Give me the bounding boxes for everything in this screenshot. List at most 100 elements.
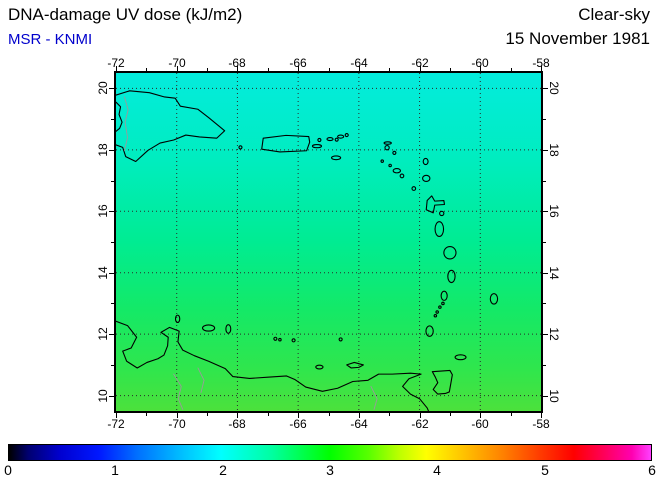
island-antigua — [423, 175, 430, 181]
axis-tick — [328, 413, 330, 416]
island-grenadines — [434, 315, 436, 317]
axis-tick — [146, 413, 148, 416]
island-tortola — [338, 135, 344, 138]
lat-label-right: 16 — [547, 204, 561, 218]
axis-tick — [543, 149, 548, 151]
axis-tick — [543, 119, 546, 121]
axis-tick — [419, 66, 421, 71]
lon-label-bottom: -72 — [107, 417, 125, 431]
lat-label-left: 12 — [96, 327, 110, 341]
axis-tick — [480, 66, 482, 71]
island-guadeloupe — [426, 196, 444, 213]
axis-tick — [237, 66, 239, 71]
island-grenadines — [439, 306, 441, 308]
lat-label-left: 20 — [96, 81, 110, 95]
island-virgin-gorda — [345, 134, 348, 137]
colorbar-tick-label: 4 — [433, 462, 441, 478]
axis-tick — [176, 413, 178, 418]
lon-label-top: -62 — [411, 56, 429, 70]
axis-tick — [389, 68, 391, 71]
axis-tick — [543, 334, 548, 336]
lon-label-top: -58 — [532, 56, 550, 70]
axis-tick — [109, 88, 114, 90]
axis-tick — [109, 334, 114, 336]
lat-label-right: 12 — [547, 327, 561, 341]
border-venezuela-interior — [371, 386, 377, 409]
island-bonaire — [226, 325, 231, 334]
grid-lines — [116, 73, 541, 411]
island-st-kitts — [393, 169, 400, 173]
axis-tick — [543, 272, 548, 274]
island-martinique — [444, 247, 456, 259]
axis-tick — [510, 68, 512, 71]
island-st-eustatius — [389, 164, 391, 166]
lon-label-top: -70 — [168, 56, 186, 70]
colorbar-tick-label: 1 — [111, 462, 119, 478]
axis-tick — [111, 364, 114, 366]
island-grenadines — [436, 311, 438, 313]
axis-tick — [543, 303, 546, 305]
axis-tick — [358, 66, 360, 71]
island-st-croix — [332, 156, 341, 160]
island-tobago — [455, 355, 466, 360]
lon-label-bottom: -60 — [471, 417, 489, 431]
lon-label-bottom: -62 — [411, 417, 429, 431]
island-mona — [239, 146, 242, 149]
island-barbuda — [423, 158, 428, 164]
colorbar-tick-label: 0 — [4, 462, 12, 478]
island-puerto-rico — [262, 135, 310, 152]
island-grenadines — [442, 302, 444, 304]
axis-tick — [510, 413, 512, 416]
uv-field — [116, 73, 541, 411]
condition-label: Clear-sky — [578, 5, 650, 24]
axis-tick — [207, 68, 209, 71]
lon-label-bottom: -58 — [532, 417, 550, 431]
island-vieques — [312, 145, 321, 148]
lon-label-top: -68 — [228, 56, 246, 70]
colorbar-tick-label: 6 — [648, 462, 656, 478]
lon-label-bottom: -64 — [350, 417, 368, 431]
date-label: 15 November 1981 — [505, 29, 650, 48]
island-grenada — [426, 326, 433, 336]
island-aruba — [175, 315, 179, 322]
colorbar-tick-label: 5 — [541, 462, 549, 478]
island-la-tortuga — [316, 365, 323, 369]
island-curacao — [203, 325, 215, 331]
axis-tick — [543, 395, 548, 397]
lon-label-top: -72 — [107, 56, 125, 70]
lat-label-right: 20 — [547, 81, 561, 95]
island-montserrat — [412, 187, 416, 191]
island-st-vincent — [441, 291, 447, 300]
colorbar — [8, 444, 652, 461]
island-saba — [381, 160, 383, 162]
axis-tick — [207, 413, 209, 416]
axis-tick — [449, 413, 451, 416]
axis-tick — [298, 413, 300, 418]
island-nevis — [400, 174, 404, 178]
axis-tick — [116, 413, 117, 418]
border-venezuela-interior — [174, 374, 183, 409]
page-title: DNA-damage UV dose (kJ/m2) — [8, 5, 243, 24]
island-culebra — [318, 138, 321, 141]
coastline-gonave-gulf — [116, 102, 122, 131]
island-margarita — [347, 362, 364, 368]
island-st-barthelemy — [393, 151, 396, 154]
colorbar-tick-label: 2 — [219, 462, 227, 478]
coastlines — [116, 73, 541, 411]
island-barbados — [490, 294, 497, 304]
axis-tick — [541, 413, 542, 418]
axis-tick — [543, 88, 548, 90]
axis-tick — [267, 413, 269, 416]
island-marie-galante — [440, 211, 444, 215]
axis-tick — [358, 413, 360, 418]
lon-label-top: -66 — [289, 56, 307, 70]
island-los-roques — [279, 338, 281, 340]
island-los-roques — [274, 337, 277, 340]
axis-tick — [543, 211, 548, 213]
island-st-john — [335, 138, 338, 141]
axis-tick — [109, 211, 114, 213]
axis-tick — [111, 242, 114, 243]
axis-tick — [543, 242, 546, 243]
lat-label-left: 10 — [96, 389, 110, 403]
